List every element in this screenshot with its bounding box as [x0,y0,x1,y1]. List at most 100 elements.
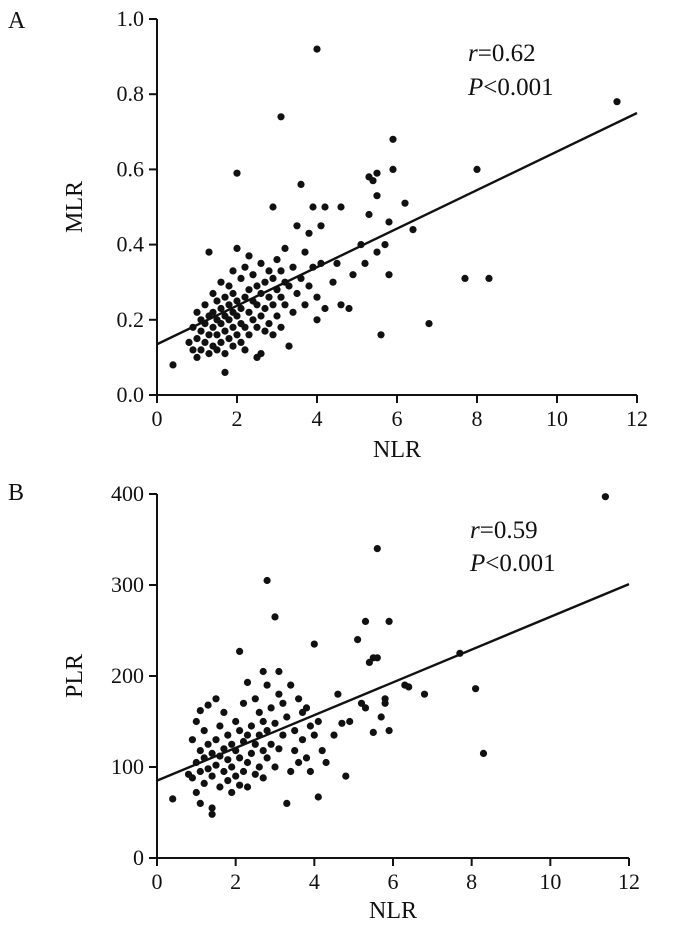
panel-a-data-point [277,267,285,275]
panel-a-data-point [313,293,321,301]
panel-b-data-point [306,722,314,730]
panel-b-data-point [295,695,303,703]
panel-a-x-tick-label: 12 [626,406,648,431]
panel-a-data-point [233,297,241,305]
panel-a-x-ticks: 0 2 4 6 8 10 12 [152,395,648,431]
panel-a-mlr-vs-nlr: A 0.0 0.2 0.4 0.6 0.8 1.0 0 2 4 6 8 10 12 NLR MLR r… [8,6,648,463]
panel-b-data-point [239,699,248,707]
panel-b-data-point [224,731,232,739]
panel-a-data-point [217,338,225,346]
panel-b-data-point [314,793,322,801]
panel-a-data-point [389,165,397,173]
panel-b-data-point [220,767,228,776]
panel-b-data-point [247,749,255,758]
panel-b-data-point [271,613,279,621]
panel-b-data-point [247,722,255,730]
panel-b-data-point [224,756,232,764]
panel-a-data-point [345,304,353,313]
panel-a-data-point [245,286,253,294]
panel-a-data-point [337,203,345,211]
panel-b-data-point [287,681,295,689]
panel-a-data-point [197,346,205,354]
panel-a-data-point [209,308,217,316]
panel-b-data-point [192,788,200,797]
panel-b-data-point [196,767,204,776]
panel-a-data-point [269,203,277,211]
panel-a-data-point [373,248,381,256]
panel-a-data-point [221,350,229,358]
panel-b-x-tick-label: 10 [539,869,561,894]
panel-a-data-point [317,222,325,230]
panel-a-data-point [385,218,393,226]
panel-b-x-tick-label: 0 [152,869,163,894]
panel-a-data-point [349,271,357,279]
panel-b-data-point [255,763,263,771]
panel-a-y-ticks: 0.0 0.2 0.4 0.6 0.8 1.0 [117,6,157,407]
panel-b-data-point [385,727,393,735]
panel-b-y-axis-title: PLR [62,654,88,698]
panel-b-data-point [275,667,283,676]
panel-b-data-point [310,640,318,648]
panel-b-data-point [220,745,228,753]
panel-b-data-point [232,717,240,726]
panel-b-x-tick-label: 12 [618,869,640,894]
panel-a-data-point [233,331,241,339]
panel-a-data-point [277,113,285,121]
panel-a-data-point [201,301,209,309]
panel-b-data-point [236,727,244,735]
panel-b-data-point [263,727,271,735]
panel-b-data-point [196,747,204,755]
panel-b-data-point [204,701,212,709]
panel-a-data-point [249,316,257,324]
panel-a-data-point [369,177,377,185]
panel-b-y-ticks: 0 100 200 300 400 [111,481,157,870]
panel-b-data-point [322,758,330,767]
panel-b-data-point [208,804,216,812]
panel-a-data-point [241,293,249,301]
panel-label-a: A [8,8,26,34]
panel-b-data-point [318,747,326,755]
panel-a-y-tick-label: 0.6 [117,156,145,181]
panel-b-data-point [192,717,200,726]
panel-b-data-point [208,749,216,758]
panel-a-data-point [257,350,265,358]
panel-a-data-point [281,301,289,309]
panel-b-data-point [196,799,204,808]
panel-b-data-point [306,767,314,776]
panel-b-p-value: <0.001 [485,550,555,577]
panel-b-data-point [263,576,271,585]
panel-b-data-point [354,636,362,644]
panel-b-data-point [472,685,480,693]
panel-b-data-point [283,799,291,808]
panel-b-r-symbol: r [470,517,480,544]
panel-a-data-point [185,338,193,346]
panel-a-data-point [233,312,241,320]
panel-a-data-point [313,45,321,53]
panel-a-p-annotation: P<0.001 [467,74,554,101]
panel-a-y-tick-label: 0.0 [117,382,145,407]
panel-a-data-point [337,301,345,309]
panel-b-data-point [279,731,287,739]
panel-a-data-point [265,320,273,328]
panel-b-data-point [310,731,318,739]
panel-a-data-point [313,316,321,324]
panel-a-data-point [613,98,621,106]
panel-b-points [169,493,610,818]
panel-a-data-point [225,316,233,324]
panel-a-data-point [221,293,229,301]
panel-a-data-point [237,274,245,282]
panel-a-data-point [385,271,393,279]
panel-a-data-point [249,271,257,279]
panel-b-data-point [232,772,240,780]
panel-a-data-point [225,282,233,290]
panel-a-data-point [205,350,213,358]
panel-a-data-point [309,203,317,211]
panel-b-data-point [243,783,252,791]
panel-a-data-point [205,248,213,256]
panel-a-x-tick-label: 2 [232,406,243,431]
panel-a-data-point [365,210,373,219]
panel-a-data-point [229,342,237,350]
panel-a-data-point [285,282,293,290]
panel-b-data-point [259,747,267,755]
panel-a-data-point [253,301,261,309]
